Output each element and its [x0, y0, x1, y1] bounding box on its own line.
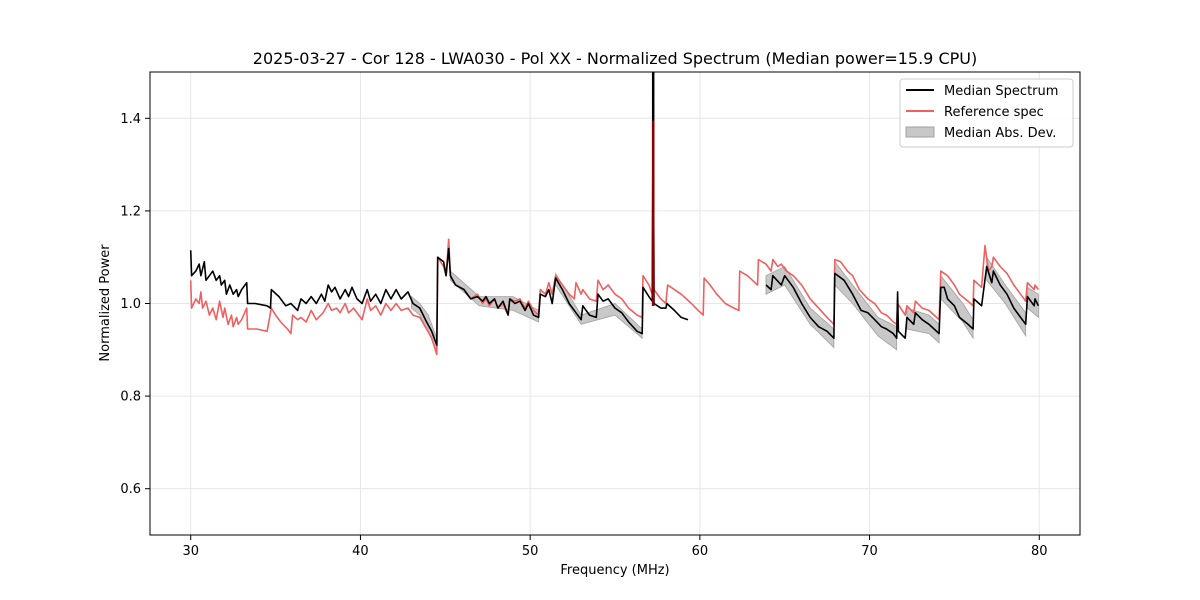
mad-band-region: [555, 271, 643, 340]
mad-band-region: [450, 270, 539, 323]
y-tick-label: 1.0: [120, 297, 141, 312]
y-tick-label: 0.8: [120, 390, 141, 405]
legend: Median Spectrum Reference spec Median Ab…: [899, 78, 1074, 148]
y-tick-label: 1.4: [120, 112, 141, 127]
median-spectrum-line: [765, 265, 1040, 339]
legend-label-mad: Median Abs. Dev.: [944, 126, 1056, 141]
median-spectrum-line: [447, 72, 654, 335]
chart-title: 2025-03-27 - Cor 128 - LWA030 - Pol XX -…: [253, 49, 977, 68]
median-spectrum-line: [652, 72, 689, 321]
legend-box: [899, 78, 1074, 148]
legend-swatch-mad: [905, 126, 935, 138]
x-tick-label: 50: [522, 544, 539, 559]
mad-band-region: [834, 260, 898, 351]
x-tick-label: 80: [1031, 544, 1048, 559]
y-axis-label: Normalized Power: [98, 244, 113, 362]
reference-spectrum-line: [652, 120, 1040, 326]
x-tick-label: 40: [352, 544, 369, 559]
x-axis-ticks: 30 40 50 60 70 80: [182, 535, 1048, 559]
reference-spectrum-line: [189, 238, 450, 356]
y-axis-ticks: 0.6 0.8 1.0 1.2 1.4: [120, 112, 150, 497]
mad-band-region: [765, 265, 835, 349]
y-tick-label: 1.2: [120, 204, 141, 219]
legend-label-reference: Reference spec: [944, 105, 1044, 120]
median-spectrum-series: [189, 72, 1040, 346]
legend-label-median: Median Spectrum: [944, 84, 1058, 99]
x-tick-label: 60: [692, 544, 709, 559]
median-spectrum-line: [189, 247, 450, 346]
reference-spectrum-line: [447, 120, 654, 319]
reference-spectrum-series: [189, 120, 1040, 356]
y-tick-label: 0.6: [120, 482, 141, 497]
x-tick-label: 70: [861, 544, 878, 559]
x-axis-label: Frequency (MHz): [560, 563, 669, 578]
x-tick-label: 30: [182, 544, 199, 559]
